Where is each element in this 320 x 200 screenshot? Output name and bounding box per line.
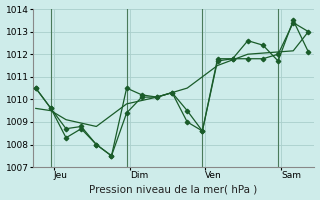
X-axis label: Pression niveau de la mer( hPa ): Pression niveau de la mer( hPa ) bbox=[90, 184, 258, 194]
